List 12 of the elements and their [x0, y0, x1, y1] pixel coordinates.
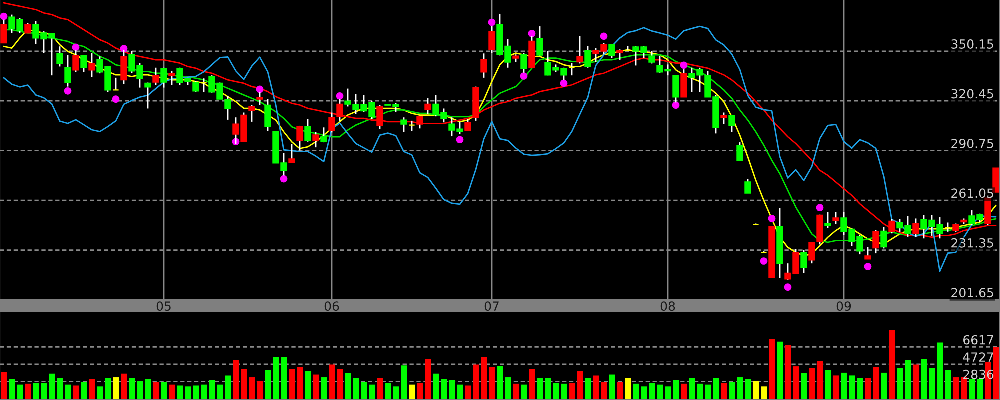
x-tick-label: 09 [836, 302, 852, 312]
y-tick-label: 201.65 [952, 288, 994, 298]
y-tick-label: 350.15 [952, 40, 994, 49]
y-tick-label: 6617 [964, 335, 994, 345]
y-tick-label: 320.45 [952, 89, 994, 99]
x-tick-label: 06 [324, 302, 340, 312]
x-tick-label: 05 [156, 302, 171, 312]
x-tick-label: 08 [660, 302, 676, 312]
y-tick-label: 261.05 [952, 188, 994, 198]
y-tick-label: 290.75 [952, 138, 994, 148]
y-tick-label: 231.35 [952, 238, 994, 248]
x-tick-label: 07 [484, 302, 499, 312]
